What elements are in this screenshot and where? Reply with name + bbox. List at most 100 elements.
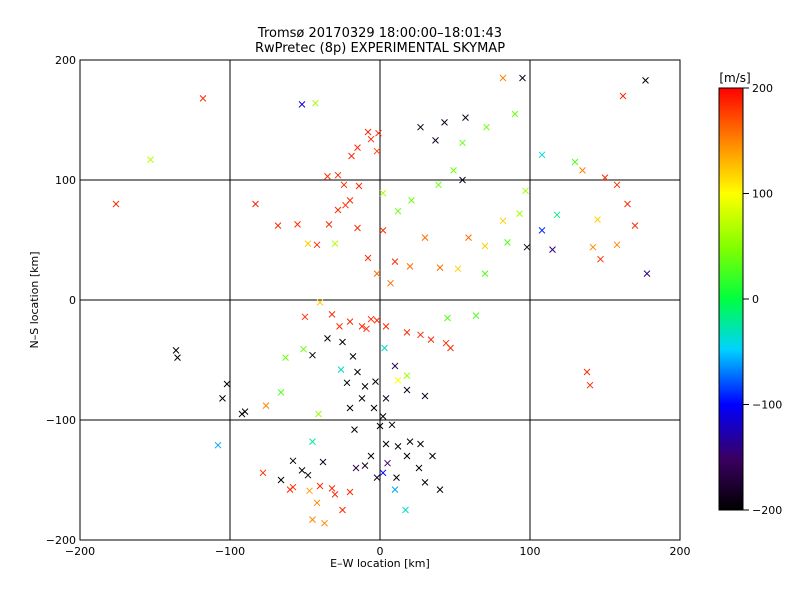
data-point-x [348, 152, 355, 160]
data-point-x [214, 441, 222, 449]
data-point-x [519, 74, 526, 82]
data-point-x [643, 270, 651, 277]
data-point-x [174, 354, 181, 361]
data-point-x [372, 378, 379, 385]
data-point-x [403, 372, 411, 379]
data-point-x [435, 181, 442, 189]
data-point-x [277, 389, 285, 396]
colorbar: [m/s] 200 100 0 −100 −200 [718, 71, 782, 517]
data-point-x [312, 99, 319, 107]
data-point-x [406, 263, 414, 270]
data-point-x [417, 331, 424, 339]
data-point-x [601, 174, 609, 181]
data-point-x [328, 311, 336, 318]
data-point-x [324, 335, 331, 342]
data-point-x [339, 338, 346, 346]
data-point-x [364, 254, 372, 262]
data-point-x [316, 299, 324, 306]
data-point-x [358, 395, 366, 402]
data-point-x [387, 279, 394, 287]
data-point-x [408, 197, 415, 204]
data-point-x [450, 167, 457, 174]
data-point-x [429, 452, 436, 460]
x-tick-label: 0 [377, 545, 384, 558]
data-point-x [381, 344, 388, 352]
data-point-x [334, 171, 342, 179]
data-point-x [432, 137, 439, 144]
data-point-x [444, 314, 451, 322]
data-point-x [553, 211, 561, 219]
data-point-x [586, 381, 594, 389]
data-point-x [309, 351, 316, 359]
data-point-x [316, 482, 324, 490]
data-point-x [324, 173, 331, 180]
data-point-x [319, 458, 327, 466]
data-point-x [382, 395, 390, 402]
colorbar-tick-label: 200 [752, 82, 773, 95]
data-point-x [631, 222, 639, 229]
data-point-x [361, 383, 369, 390]
data-point-x [274, 222, 282, 229]
data-point-x [343, 379, 351, 387]
data-point-x [462, 114, 469, 121]
data-point-x [403, 386, 411, 394]
data-point-x [481, 270, 489, 277]
data-point-x [522, 187, 529, 195]
data-point-x [583, 368, 591, 376]
data-point-x [417, 123, 424, 131]
data-point-x [538, 227, 546, 234]
data-point-x [394, 377, 402, 384]
data-point-x [391, 258, 399, 265]
x-tick-label: 100 [520, 545, 541, 558]
colorbar-unit-label: [m/s] [719, 71, 750, 85]
data-point-x [346, 488, 354, 496]
data-point-x [613, 241, 621, 249]
data-point-x [352, 464, 360, 472]
data-point-x [579, 167, 586, 174]
x-tick-label: −200 [65, 545, 95, 558]
data-point-x [331, 491, 339, 498]
data-point-x [427, 336, 435, 343]
data-point-x [346, 404, 354, 412]
data-point-x [328, 485, 336, 492]
data-point-x [367, 315, 375, 323]
y-tick-label: −100 [46, 414, 76, 427]
data-point-x [289, 457, 297, 465]
data-point-x [511, 110, 519, 118]
chart-title: Tromsø 20170329 18:00:00–18:01:43 [257, 26, 502, 41]
data-point-x [306, 487, 313, 495]
data-point-x [472, 312, 480, 319]
data-point-x [406, 438, 414, 445]
data-point-x [403, 329, 411, 336]
data-point-x [301, 313, 309, 321]
data-point-x [355, 182, 363, 190]
data-point-x [337, 366, 345, 373]
data-point-x [354, 144, 361, 151]
data-point-x [147, 156, 154, 163]
data-point-x [441, 119, 448, 126]
data-point-x [364, 128, 372, 136]
y-tick-label: 100 [55, 174, 76, 187]
data-point-x [538, 151, 546, 159]
data-points [112, 74, 651, 527]
data-point-x [349, 353, 357, 360]
data-point-x [454, 265, 462, 273]
data-point-x [373, 270, 381, 277]
data-point-x [459, 139, 466, 147]
x-axis-label: E–W location [km] [330, 557, 430, 570]
data-point-x [373, 474, 381, 481]
data-point-x [499, 74, 507, 82]
data-point-x [379, 469, 387, 477]
data-point-x [370, 404, 378, 412]
data-point-x [112, 200, 120, 208]
data-point-x [382, 323, 390, 330]
data-point-x [309, 438, 316, 445]
data-point-x [361, 462, 369, 469]
data-point-x [315, 410, 322, 418]
data-point-x [417, 440, 424, 448]
data-point-x [223, 380, 231, 388]
data-point-x [282, 354, 289, 361]
y-tick-label: 0 [69, 294, 76, 307]
data-point-x [367, 452, 375, 460]
